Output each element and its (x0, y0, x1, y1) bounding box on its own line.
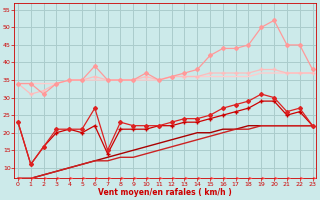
X-axis label: Vent moyen/en rafales ( km/h ): Vent moyen/en rafales ( km/h ) (98, 188, 232, 197)
